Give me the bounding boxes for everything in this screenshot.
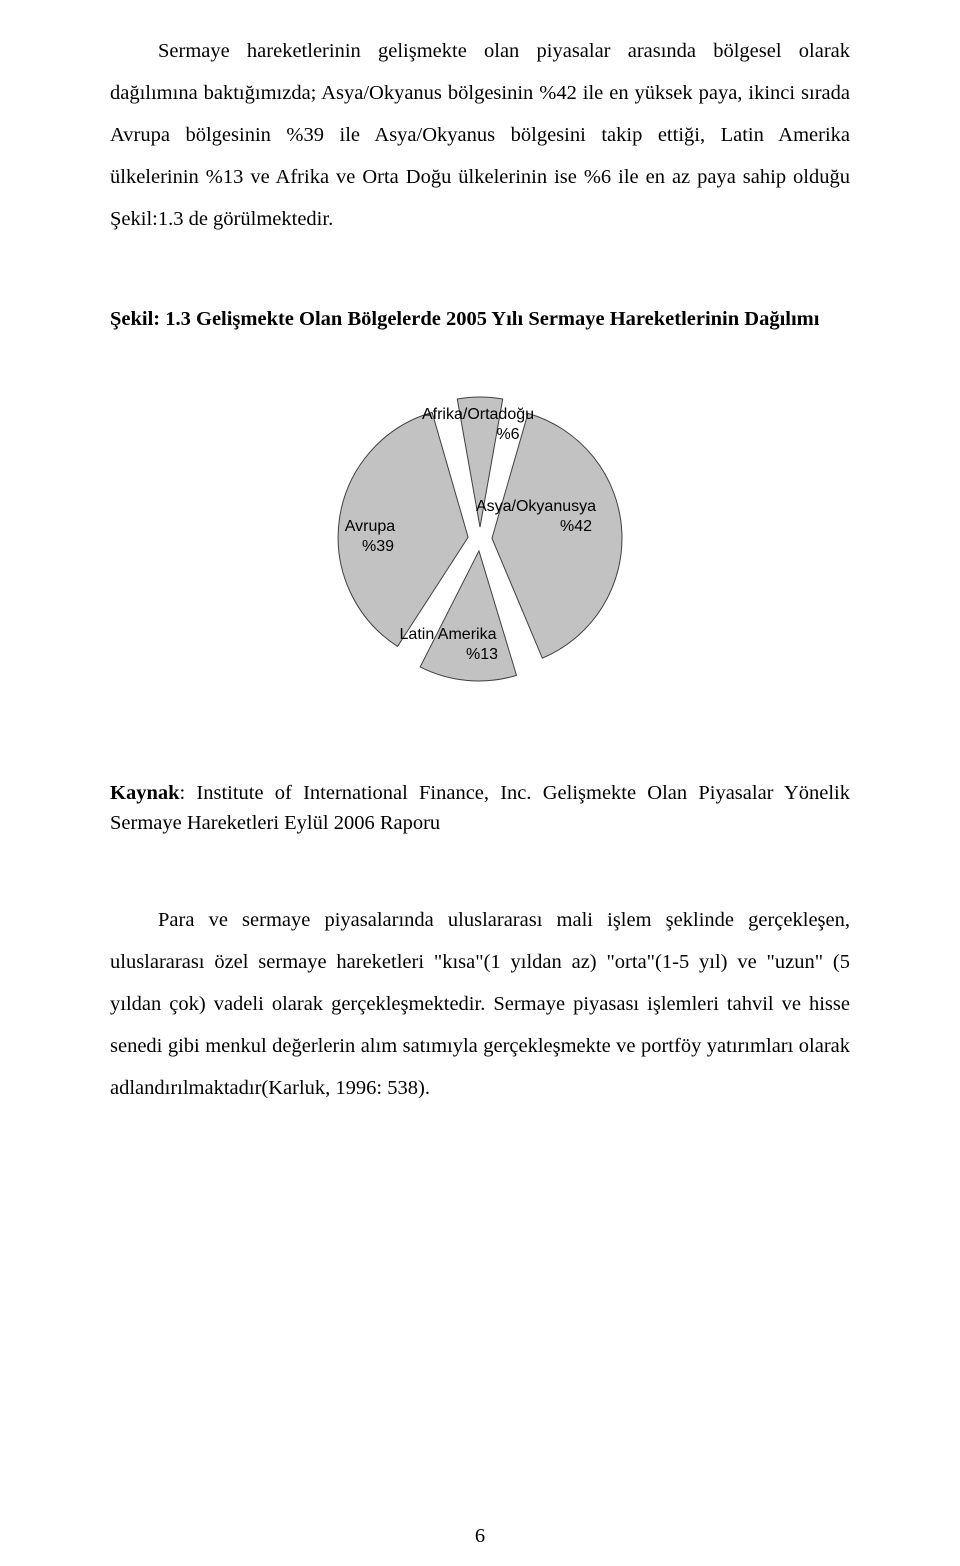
paragraph-2: Para ve sermaye piyasalarında uluslarara… xyxy=(110,899,850,1109)
pie-chart: Afrika/Ortadoğu %6 Asya/Okyanusya %42 Latin … xyxy=(260,379,700,719)
source-label: Kaynak xyxy=(110,782,180,804)
pie-slice-label: Latin Amerika xyxy=(400,626,497,643)
pie-slice-label: Afrika/Ortadoğu xyxy=(422,406,534,423)
pie-chart-container: Afrika/Ortadoğu %6 Asya/Okyanusya %42 Latin … xyxy=(110,379,850,719)
page-number: 6 xyxy=(0,1525,960,1548)
pie-slice-value: %6 xyxy=(496,426,519,443)
pie-slice-label: Avrupa xyxy=(345,518,396,535)
page: Sermaye hareketlerinin gelişmekte olan p… xyxy=(0,0,960,1566)
pie-slice-value: %13 xyxy=(466,646,498,663)
pie-slice-value: %39 xyxy=(362,538,394,555)
pie-slice-label: Asya/Okyanusya xyxy=(476,498,596,515)
source-line: Kaynak: Institute of International Finan… xyxy=(110,779,850,838)
pie-slice-value: %42 xyxy=(560,518,592,535)
source-text: : Institute of International Finance, In… xyxy=(110,782,850,834)
pie-slice xyxy=(492,413,622,658)
figure-heading: Şekil: 1.3 Gelişmekte Olan Bölgelerde 20… xyxy=(110,308,850,331)
paragraph-1: Sermaye hareketlerinin gelişmekte olan p… xyxy=(110,30,850,240)
